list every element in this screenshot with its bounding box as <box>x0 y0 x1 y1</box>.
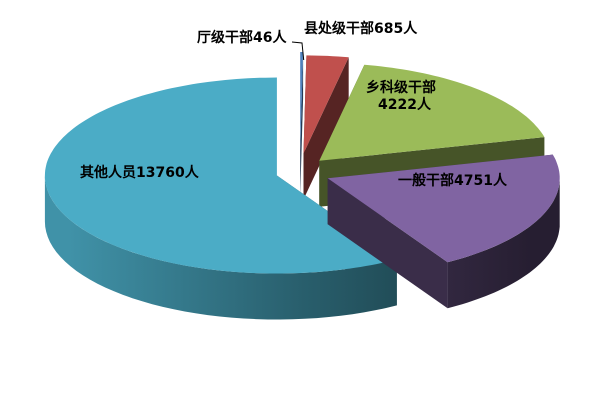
slice-2-top-乡科级干部 <box>319 64 545 161</box>
label-xianchuji: 县处级干部685人 <box>304 21 418 37</box>
slice-3-outer-wall <box>447 178 560 309</box>
label-xiangkeji: 乡科级干部 <box>366 80 436 96</box>
slice-3-top-一般干部 <box>327 154 560 263</box>
label-tingji: 厅级干部46人 <box>197 30 287 46</box>
slice-4-top-其他人员 <box>44 77 397 274</box>
slice-3-radial-wall-1 <box>327 178 448 309</box>
slice-0-top-厅级干部 <box>300 52 304 150</box>
label-yiban: 一般干部4751人 <box>398 173 507 189</box>
slice-1-radial-wall-1 <box>303 57 349 200</box>
label-qita: 其他人员13760人 <box>80 165 199 181</box>
slice-0-radial-wall-1 <box>300 52 304 196</box>
slice-4-outer-wall <box>44 175 397 320</box>
slice-1-top-县处级干部 <box>303 55 349 154</box>
leader-line-tingji <box>291 41 305 61</box>
label-xiangkeji-value: 4222人 <box>378 97 431 113</box>
